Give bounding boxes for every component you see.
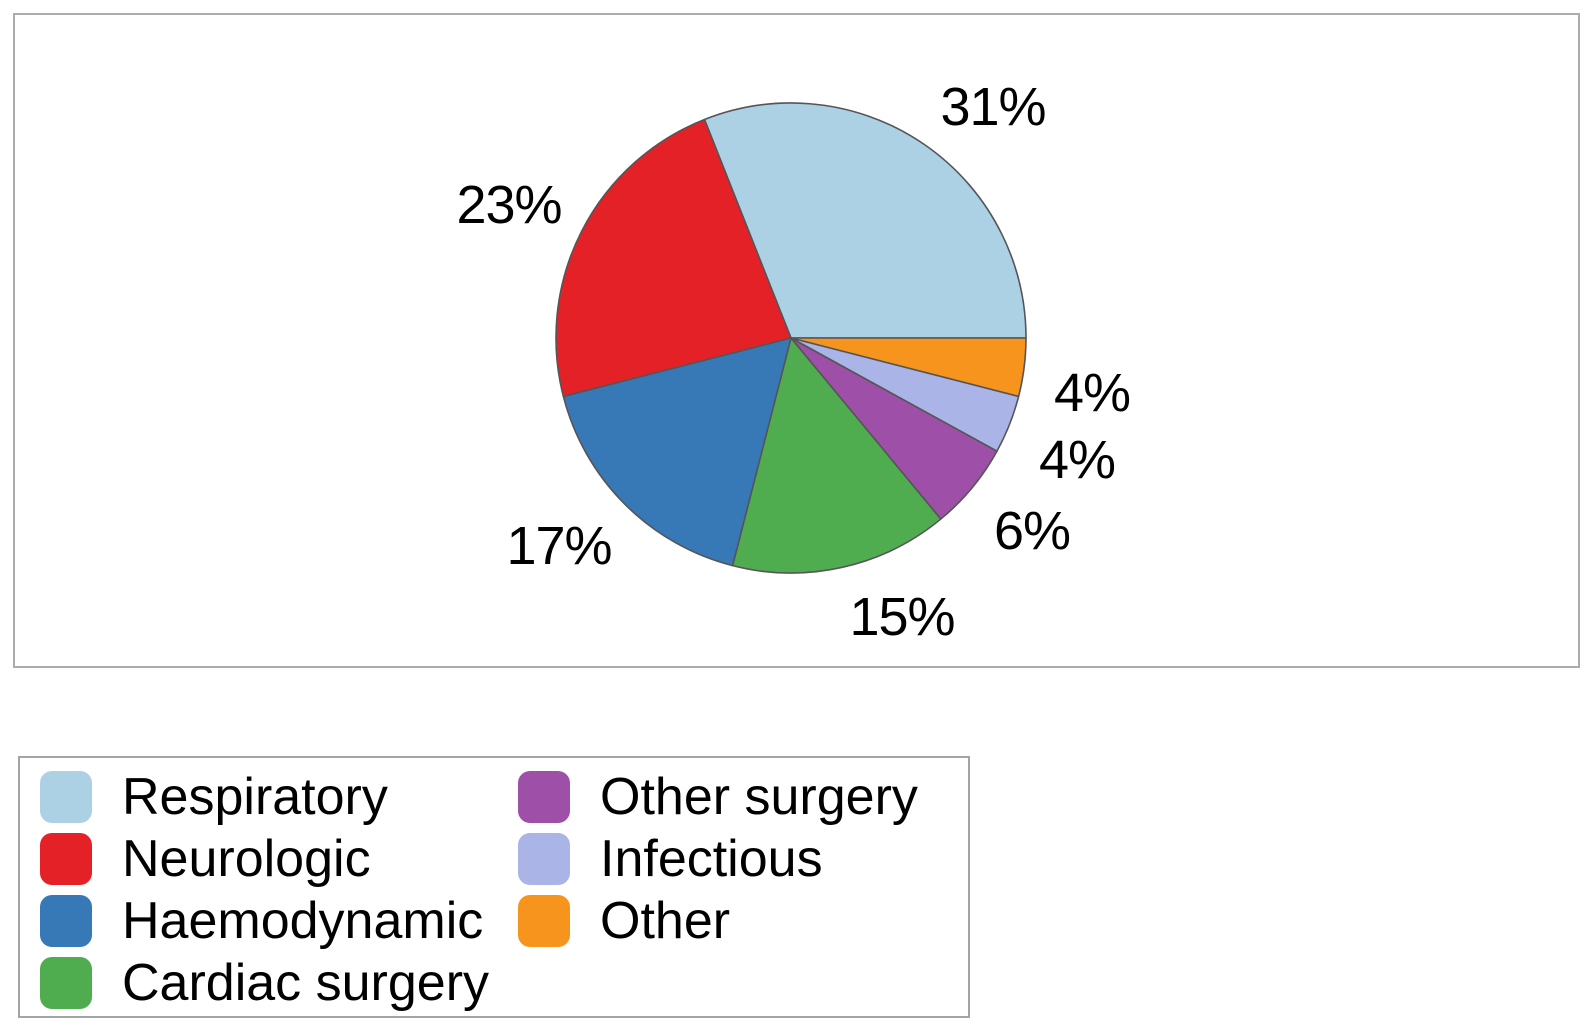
pie-slice-neurologic <box>555 118 792 398</box>
legend-swatch-infectious <box>518 833 570 885</box>
legend-label-respiratory: Respiratory <box>122 768 388 826</box>
legend-swatch-haemodynamic <box>40 895 92 947</box>
pie-percent-label-respiratory: 31% <box>940 77 1046 137</box>
legend-label-infectious: Infectious <box>600 830 823 888</box>
legend-item-other-surgery: Other surgery <box>518 766 918 828</box>
pie-slice-cardiac-surgery <box>731 337 942 574</box>
pie-percent-label-cardiac-surgery: 15% <box>849 587 955 647</box>
pie-percent-label-neurologic: 23% <box>456 175 562 235</box>
legend-label-neurologic: Neurologic <box>122 830 371 888</box>
legend-label-other-surgery: Other surgery <box>600 768 918 826</box>
legend-item-infectious: Infectious <box>518 828 918 890</box>
chart-legend: Respiratory Neurologic Haemodynamic Cardiac… <box>18 756 970 1018</box>
legend-item-cardiac-surgery: Cardiac surgery <box>40 952 489 1014</box>
legend-column-2: Other surgery Infectious Other <box>518 766 918 952</box>
legend-swatch-other <box>518 895 570 947</box>
pie-percent-label-infectious: 4% <box>1038 430 1116 490</box>
legend-swatch-other-surgery <box>518 771 570 823</box>
legend-label-haemodynamic: Haemodynamic <box>122 892 484 950</box>
legend-swatch-cardiac-surgery <box>40 957 92 1009</box>
legend-item-respiratory: Respiratory <box>40 766 489 828</box>
legend-swatch-neurologic <box>40 833 92 885</box>
legend-item-haemodynamic: Haemodynamic <box>40 890 489 952</box>
legend-label-cardiac-surgery: Cardiac surgery <box>122 954 490 1012</box>
legend-column-1: Respiratory Neurologic Haemodynamic Cardiac… <box>40 766 489 1014</box>
pie-chart-area: 31% 23% 17% 15% 6% 4% 4% <box>456 77 1131 647</box>
pie-chart <box>555 102 1027 574</box>
pie-percent-label-other: 4% <box>1053 363 1131 423</box>
legend-item-other: Other <box>518 890 918 952</box>
pie-percent-label-haemodynamic: 17% <box>506 516 612 576</box>
legend-item-neurologic: Neurologic <box>40 828 489 890</box>
pie-percent-label-other-surgery: 6% <box>993 501 1071 561</box>
legend-swatch-respiratory <box>40 771 92 823</box>
legend-label-other: Other <box>600 892 731 950</box>
pie-slice-haemodynamic <box>562 337 792 567</box>
pie-slice-respiratory <box>703 102 1027 339</box>
